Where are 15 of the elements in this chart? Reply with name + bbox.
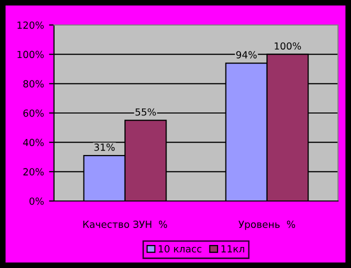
legend-label: 10 класс [158, 245, 202, 252]
data-label: 31% [94, 144, 115, 151]
y-tick-label: 60% [23, 109, 44, 117]
data-label: 94% [236, 51, 257, 58]
data-label: 55% [136, 108, 156, 116]
y-tick-label: 0% [29, 197, 44, 205]
x-tick-label: Качество ЗУН % [83, 220, 168, 228]
data-label: 100% [274, 42, 301, 50]
y-tick-label: 100% [18, 50, 44, 58]
legend-label: 11кл [222, 245, 244, 252]
y-tick-label: 40% [23, 138, 44, 146]
y-tick-label: 20% [23, 168, 44, 176]
y-tick-label: 80% [23, 80, 44, 88]
y-tick-label: 120% [18, 21, 44, 29]
x-tick-label: Уровень % [238, 220, 296, 230]
